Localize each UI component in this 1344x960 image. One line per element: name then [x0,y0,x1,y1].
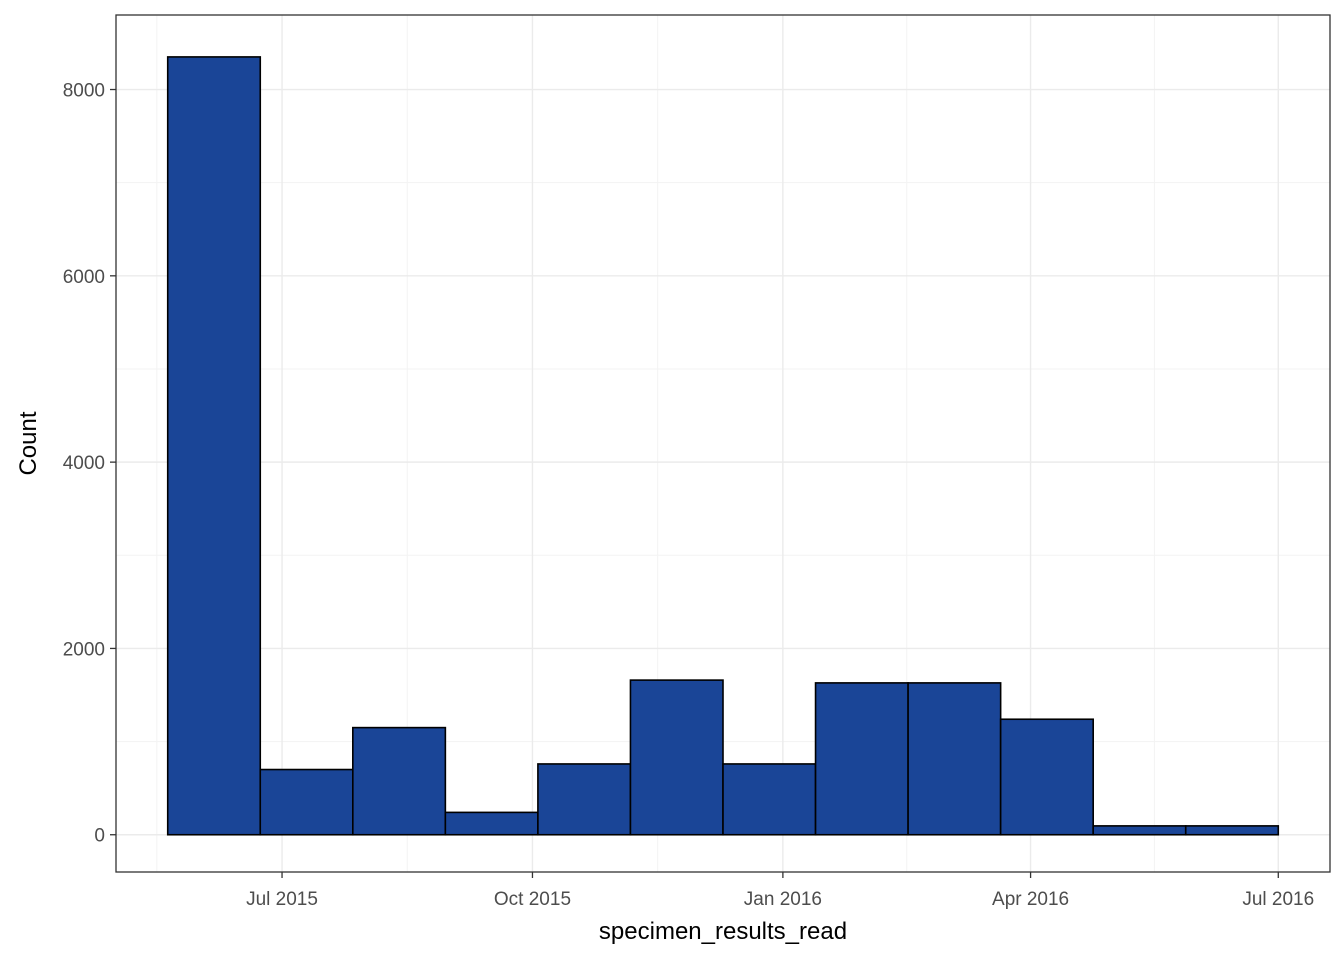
histogram-bar-1 [166,56,262,836]
y-axis-title: Count [15,411,42,475]
histogram-bar-4 [444,811,539,836]
histogram-bar-6 [629,679,724,836]
x-axis-title: specimen_results_read [599,918,847,945]
y-tick-label: 0 [94,826,105,847]
x-tick-label: Oct 2015 [494,889,571,910]
histogram-bar-8 [814,682,909,836]
bars [166,56,1280,836]
x-tick-label: Jul 2016 [1242,889,1314,910]
y-tick-label: 8000 [63,81,105,102]
panel-border [115,14,1331,873]
histogram-bar-7 [722,763,817,836]
y-tick-label: 2000 [63,639,105,660]
x-axis: Jul 2015 Oct 2015 Jan 2016 Apr 2016 Jul 2016 [246,872,1314,910]
y-tick-label: 6000 [63,267,105,288]
histogram-bar-10 [999,718,1094,836]
histogram-bar-11 [1092,825,1187,836]
x-tick-label: Jan 2016 [744,889,822,910]
histogram-bar-2 [259,768,354,836]
y-axis: 0 2000 4000 6000 8000 [63,81,116,847]
histogram-bar-12 [1184,825,1280,836]
histogram-bar-3 [352,726,447,836]
x-tick-label: Apr 2016 [992,889,1069,910]
y-tick-label: 4000 [63,453,105,474]
histogram-bar-5 [537,763,632,836]
x-tick-label: Jul 2015 [246,889,318,910]
histogram-bar-9 [907,682,1002,836]
